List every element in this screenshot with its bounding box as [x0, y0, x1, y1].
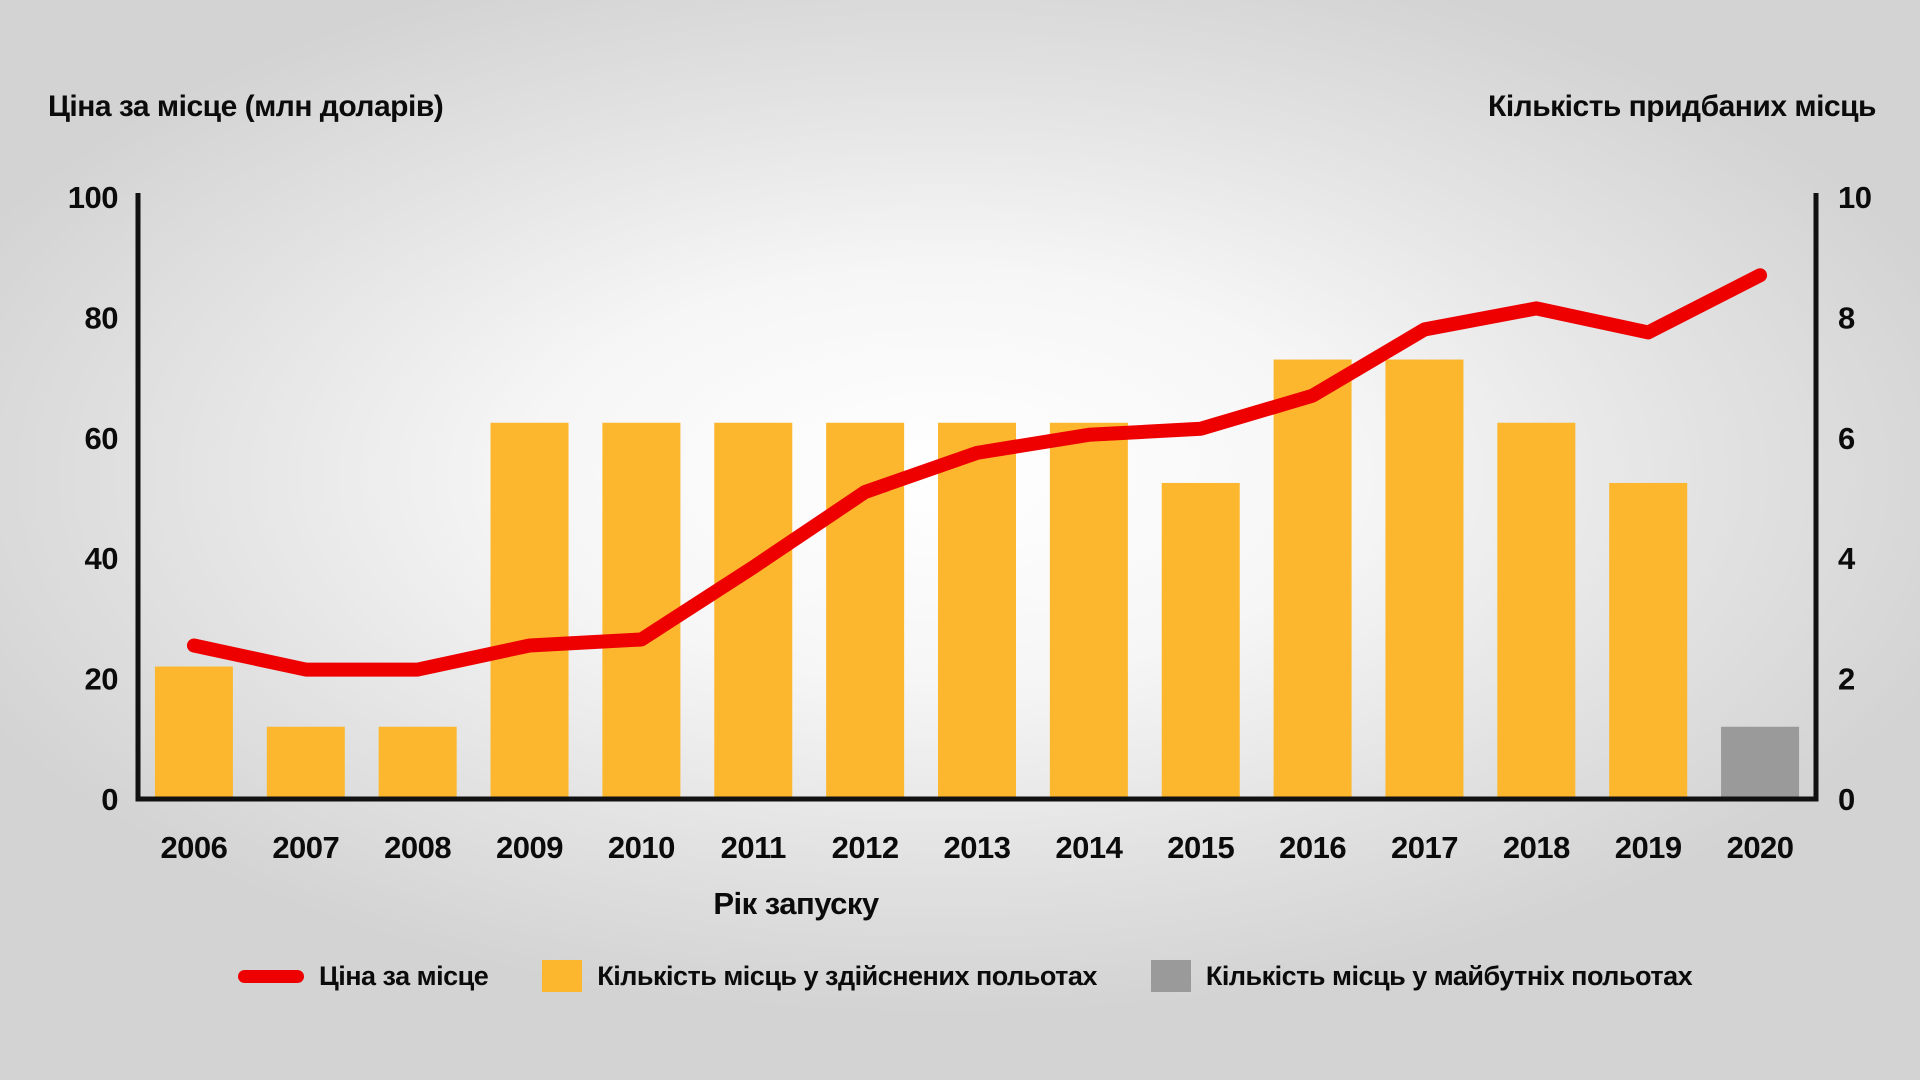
bar-2019	[1609, 482, 1688, 799]
bar-2009	[490, 422, 569, 799]
bar-2013	[938, 422, 1016, 799]
y-axis-left-tick-label: 40	[85, 541, 118, 576]
bar-2011	[714, 422, 793, 799]
x-axis-tick-label: 2008	[384, 830, 451, 865]
x-axis-title: Рік запуску	[713, 886, 879, 921]
right-axis-title: Кількість придбаних місць	[1488, 90, 1876, 123]
bar-2016	[1273, 359, 1352, 799]
bar-2015	[1161, 482, 1240, 799]
bar-2006	[154, 666, 233, 799]
legend-item-price-per-seat: Ціна за місце	[238, 960, 489, 992]
legend-future-swatch	[1150, 960, 1191, 992]
y-axis-right-tick-label: 6	[1838, 421, 1855, 456]
x-axis-tick-label: 2014	[1055, 830, 1123, 865]
x-axis-tick-label: 2018	[1503, 830, 1570, 865]
left-axis-title: Ціна за місце (млн доларів)	[48, 90, 444, 123]
y-axis-left-tick-label: 60	[85, 421, 118, 456]
y-axis-left-tick-label: 100	[68, 180, 118, 215]
price-per-seat-line	[186, 268, 1768, 677]
x-axis-tick-label: 2009	[496, 830, 563, 865]
legend-label: Кількість місць у здійснених польотах	[597, 960, 1097, 991]
legend-completed-swatch	[542, 960, 583, 992]
x-axis-tick-label: 2011	[721, 830, 787, 865]
x-axis-tick-label: 2015	[1167, 830, 1234, 865]
x-axis-tick-label: 2016	[1279, 830, 1346, 865]
legend-item-future-flights-seats: Кількість місць у майбутніх польотах	[1150, 960, 1693, 992]
y-axis-right-tick-label: 2	[1838, 662, 1855, 697]
legend-line-swatch	[238, 969, 304, 983]
x-axis-tick-label: 2010	[608, 830, 675, 865]
bar-2007	[266, 726, 345, 799]
legend-label: Ціна за місце	[319, 960, 489, 991]
bar-2020	[1721, 726, 1800, 799]
x-axis-tick-label: 2017	[1391, 830, 1458, 865]
x-axis-tick-label: 2012	[832, 830, 899, 865]
y-axis-right-tick-label: 4	[1838, 541, 1856, 576]
x-axis-tick-label: 2006	[160, 830, 227, 865]
bar-2018	[1497, 422, 1576, 799]
y-axis-left-tick-label: 20	[85, 662, 118, 697]
y-axis-left-tick-label: 80	[85, 300, 118, 335]
x-axis-tick-label: 2019	[1615, 830, 1682, 865]
legend-item-completed-flights-seats: Кількість місць у здійснених польотах	[542, 960, 1097, 992]
y-axis-left-tick-label: 0	[101, 782, 118, 817]
bar-2008	[378, 726, 457, 799]
bar-2014	[1049, 422, 1128, 799]
x-axis-tick-label: 2007	[272, 830, 339, 865]
y-axis-right-tick-label: 8	[1838, 300, 1855, 335]
x-axis-tick-label: 2020	[1727, 830, 1794, 865]
chart-legend: Ціна за місце Кількість місць у здійснен…	[238, 960, 1693, 992]
y-axis-right-tick-label: 10	[1838, 180, 1871, 215]
y-axis-right-tick-label: 0	[1838, 782, 1855, 817]
bar-2017	[1385, 359, 1464, 799]
x-axis-tick-label: 2013	[944, 830, 1011, 865]
bar-2010	[602, 422, 681, 799]
legend-label: Кількість місць у майбутніх польотах	[1205, 960, 1693, 991]
